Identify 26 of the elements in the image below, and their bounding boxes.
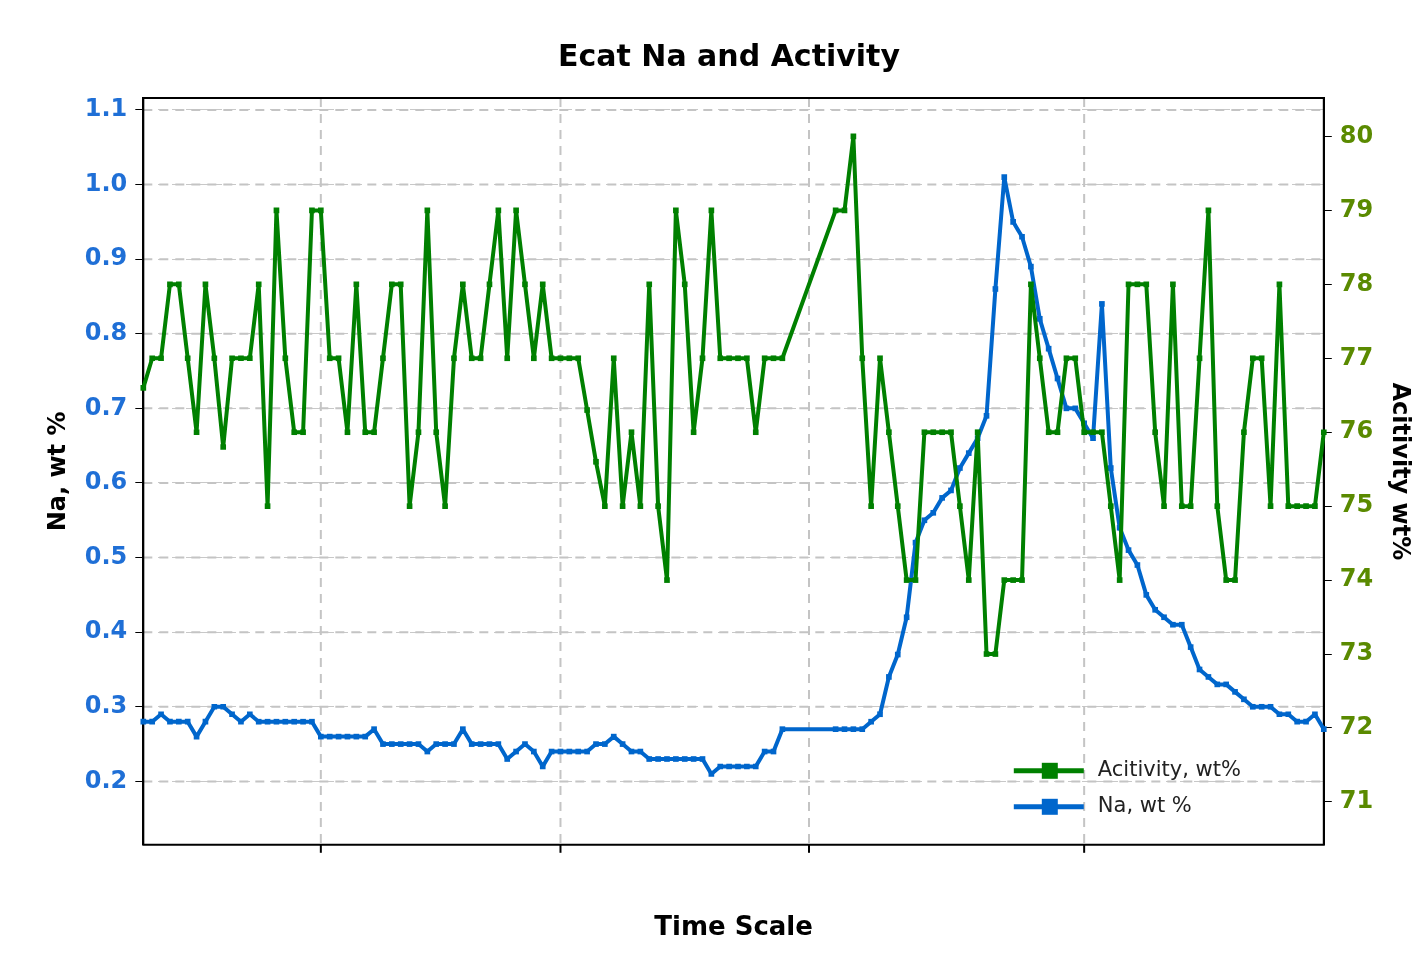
chart-title: Ecat Na and Activity xyxy=(558,37,901,73)
y-tick-label: 0.2 xyxy=(84,765,128,794)
y2-tick-label: 71 xyxy=(1339,786,1374,815)
y-tick-label: 1.0 xyxy=(84,168,128,197)
y2-axis-title: Acitivity wt% xyxy=(1387,382,1416,561)
y-tick-label: 0.3 xyxy=(84,691,128,720)
legend-label: Na, wt % xyxy=(1097,793,1192,818)
y2-tick-label: 75 xyxy=(1339,490,1374,519)
y-tick-label: 0.8 xyxy=(84,317,128,346)
y2-tick-label: 78 xyxy=(1339,268,1374,297)
y2-tick-label: 76 xyxy=(1339,416,1374,445)
y2-tick-label: 77 xyxy=(1339,342,1374,371)
y2-tick-label: 80 xyxy=(1339,120,1374,149)
y2-tick-label: 72 xyxy=(1339,712,1374,741)
y-axis-title: Na, wt % xyxy=(42,411,71,532)
y-tick-label: 0.4 xyxy=(84,616,128,645)
x-axis-title: Time Scale xyxy=(654,911,813,942)
legend-label: Acitivity, wt% xyxy=(1097,757,1241,782)
y2-tick-label: 79 xyxy=(1339,194,1374,223)
y-tick-label: 1.1 xyxy=(84,94,128,123)
y-tick-label: 0.6 xyxy=(84,467,128,496)
y-tick-label: 0.7 xyxy=(84,392,128,421)
y-tick-label: 0.9 xyxy=(84,243,128,272)
y2-tick-label: 74 xyxy=(1339,564,1374,593)
y2-tick-label: 73 xyxy=(1339,638,1374,667)
y-tick-label: 0.5 xyxy=(84,541,128,570)
